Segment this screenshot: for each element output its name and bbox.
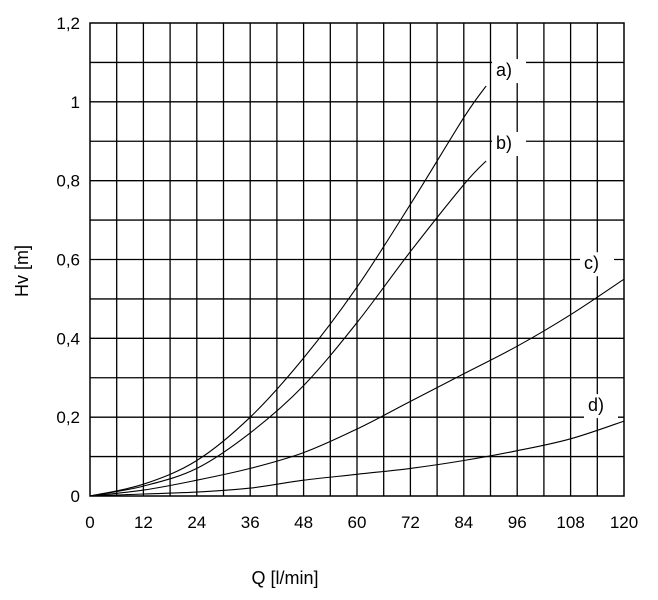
x-tick-label: 36 [241, 513, 260, 532]
y-tick-label: 0,6 [56, 251, 80, 270]
x-tick-label: 48 [294, 513, 313, 532]
series-label-background [492, 131, 527, 156]
y-tick-label: 0 [71, 487, 80, 506]
x-axis-title: Q [l/min] [251, 568, 318, 588]
series-line [89, 85, 487, 497]
series-line [89, 160, 487, 497]
grid [90, 23, 624, 496]
plot-frame [89, 22, 625, 497]
series-label-background [492, 59, 527, 84]
x-tick-label: 72 [401, 513, 420, 532]
x-axis-ticks: 0 12 24 36 48 60 72 84 96 108 120 [85, 513, 638, 532]
x-tick-label: 12 [134, 513, 153, 532]
series-line [89, 420, 625, 497]
y-tick-label: 0,2 [56, 408, 80, 427]
x-tick-label: 120 [610, 513, 638, 532]
y-tick-label: 1,2 [56, 14, 80, 33]
x-tick-label: 0 [85, 513, 94, 532]
series-label: b) [496, 133, 512, 153]
series-line [89, 278, 625, 497]
series-labels: a) b) c) d) [492, 59, 618, 419]
series-label-background [580, 252, 614, 277]
y-axis-title: Hv [m] [12, 245, 32, 297]
y-tick-label: 0,8 [56, 172, 80, 191]
y-axis-ticks: 0 0,2 0,4 0,6 0,8 1 1,2 [56, 14, 80, 506]
x-tick-label: 24 [187, 513, 206, 532]
x-tick-label: 84 [454, 513, 473, 532]
x-tick-label: 96 [508, 513, 527, 532]
series-label: a) [496, 60, 512, 80]
x-tick-label: 108 [556, 513, 584, 532]
series-label: c) [584, 253, 599, 273]
y-tick-label: 1 [71, 93, 80, 112]
series-label: d) [588, 395, 604, 415]
series-label-background [584, 394, 618, 419]
series-curves [89, 85, 625, 497]
y-tick-label: 0,4 [56, 329, 80, 348]
x-tick-label: 60 [348, 513, 367, 532]
